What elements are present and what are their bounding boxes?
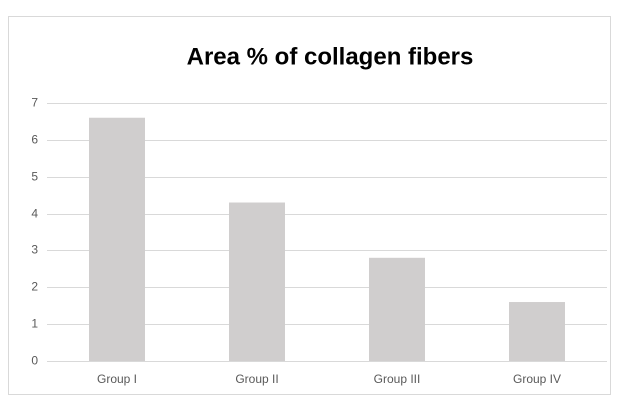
y-tick-label: 0 (31, 354, 38, 368)
y-tick-label: 1 (31, 317, 38, 331)
chart-title: Area % of collagen fibers (187, 43, 474, 70)
y-tick-label: 7 (31, 96, 38, 110)
y-tick-label: 4 (31, 207, 38, 221)
bar (369, 257, 425, 361)
bar (89, 117, 145, 361)
x-tick-label: Group II (235, 372, 278, 386)
y-tick-label: 6 (31, 133, 38, 147)
y-tick-label: 2 (31, 280, 38, 294)
bar (229, 202, 285, 361)
x-tick-label: Group III (374, 372, 421, 386)
x-tick-label: Group I (97, 372, 137, 386)
x-tick-label: Group IV (513, 372, 561, 386)
bar (509, 302, 565, 361)
y-tick-label: 3 (31, 243, 38, 257)
y-tick-label: 5 (31, 170, 38, 184)
